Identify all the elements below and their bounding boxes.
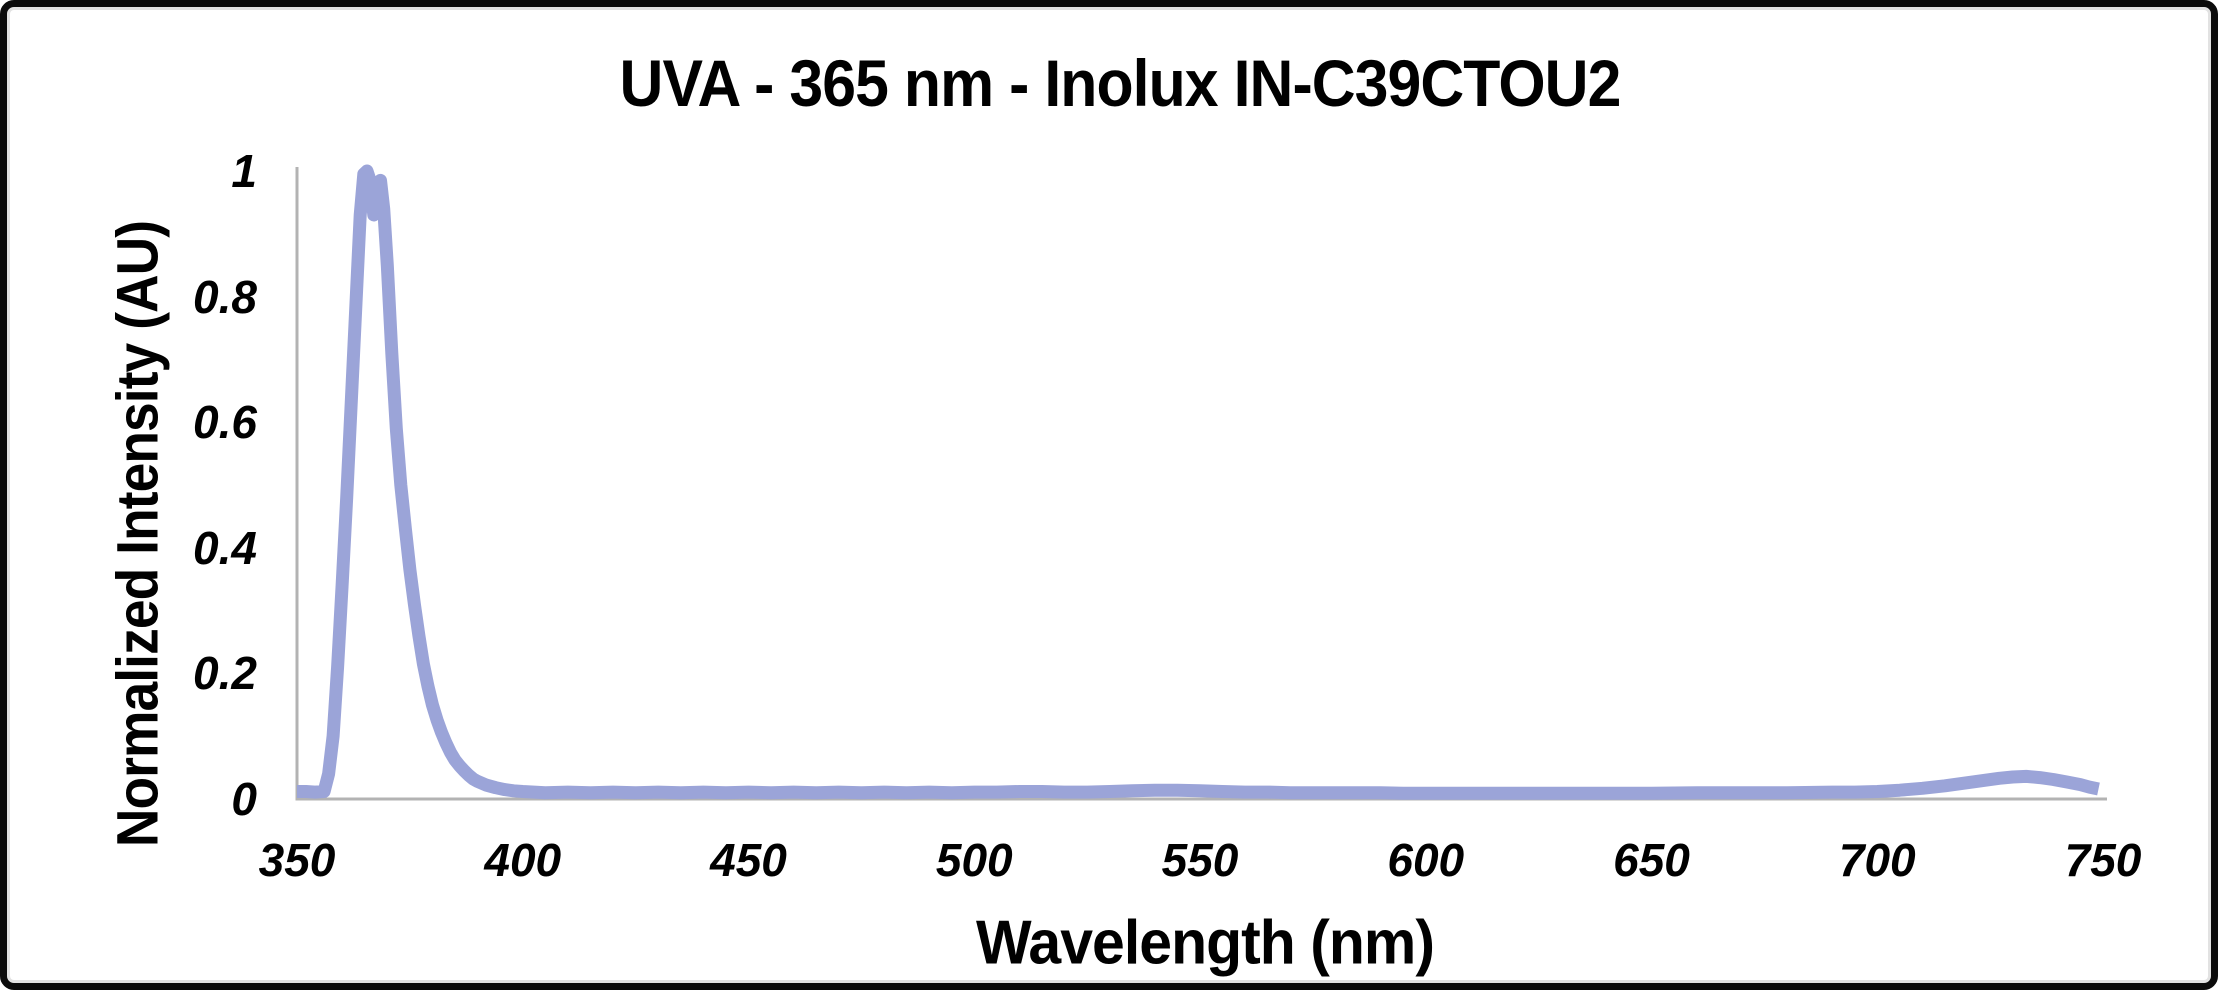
x-tick-label: 350 — [258, 834, 336, 886]
y-tick-label: 0.8 — [193, 270, 257, 323]
x-tick-label: 700 — [1838, 834, 1916, 886]
plot-area — [295, 164, 2107, 801]
x-tick-label: 450 — [710, 834, 787, 886]
y-tick-label: 1 — [231, 145, 257, 197]
x-tick-label: 400 — [484, 834, 562, 886]
spectrum-line — [297, 164, 2100, 800]
x-tick-label: 500 — [935, 834, 1013, 886]
x-tick-label: 600 — [1387, 834, 1465, 886]
x-tick-label: 550 — [1161, 834, 1239, 886]
y-tick-label: 0.2 — [193, 647, 257, 700]
y-tick-label: 0 — [231, 773, 257, 825]
x-tick-label: 650 — [1613, 834, 1690, 886]
x-tick-label: 750 — [2064, 834, 2142, 886]
axis-lines — [295, 167, 2107, 801]
y-tick-label: 0.6 — [193, 396, 257, 449]
x-axis-title: Wavelength (nm) — [975, 908, 1435, 978]
chart-title: UVA - 365 nm - Inolux IN-C39CTOU2 — [619, 46, 1622, 120]
y-tick-label: 0.4 — [193, 521, 257, 574]
